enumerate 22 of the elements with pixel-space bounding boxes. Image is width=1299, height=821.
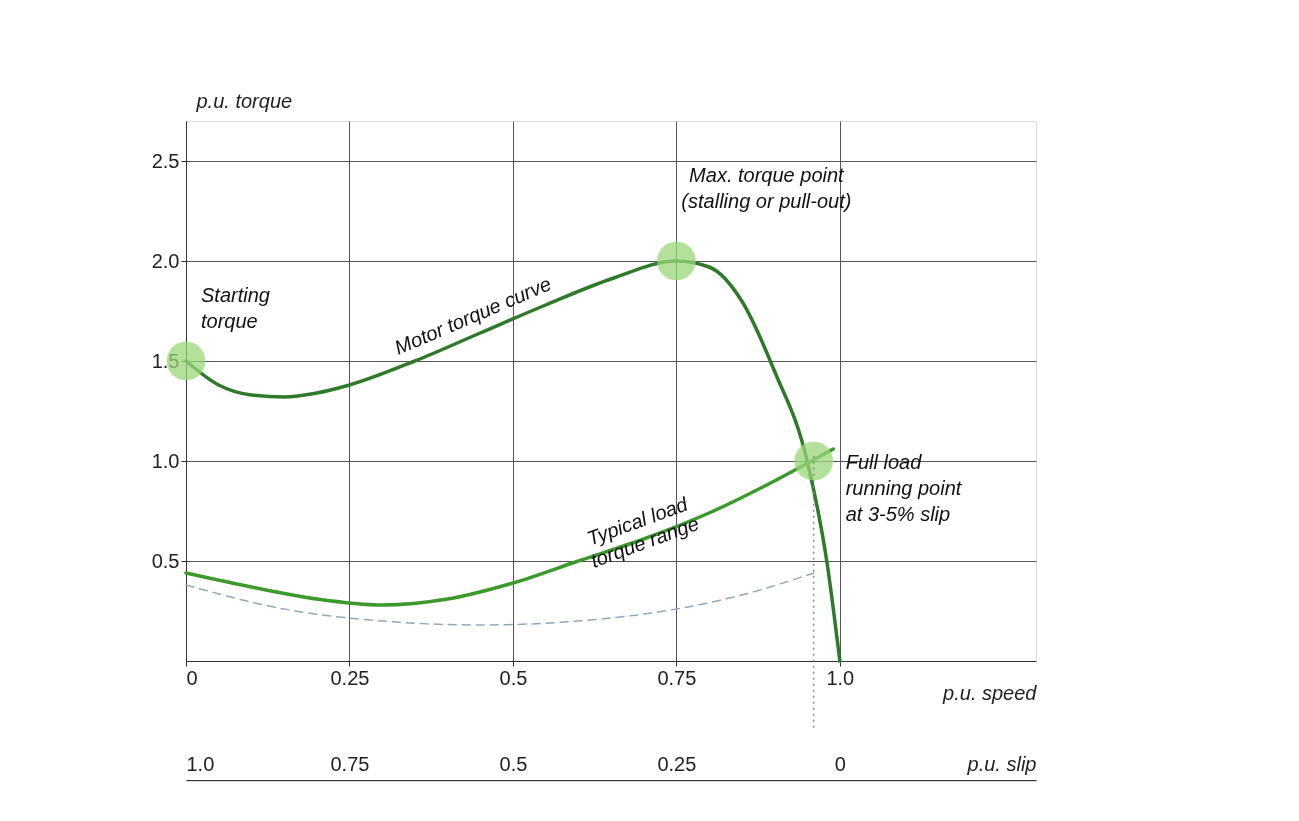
x-tick-label: 0.25 (330, 666, 370, 689)
y-tick-label: 1.0 (151, 449, 180, 472)
x2-tick-label: 0.25 (657, 752, 697, 775)
x2-tick-label: 0 (834, 752, 846, 775)
x-tick-label: 0.75 (657, 666, 697, 689)
y-tick-label: 0.5 (151, 549, 180, 572)
x-tick-label: 0.5 (499, 666, 528, 689)
y-tick-label: 2.5 (151, 149, 180, 172)
line-series (185, 572, 815, 626)
text: Motor torque curve (391, 272, 555, 359)
x-tick-label: 0 (186, 666, 198, 689)
x2-tick-label: 0.75 (330, 752, 370, 775)
point (657, 241, 696, 281)
y-tick-label: 2.0 (151, 249, 180, 272)
annotation: Starting torque (201, 284, 270, 332)
x2-tick-label: 0.5 (499, 752, 528, 775)
x2-tick-label: 1.0 (186, 752, 215, 775)
x-axis-title: p.u. speed (942, 681, 1038, 704)
x-tick-label: 1.0 (826, 666, 855, 689)
x2-axis-title: p.u. slip (966, 752, 1037, 775)
point (794, 441, 834, 481)
y-axis-title: p.u. torque (195, 89, 293, 112)
